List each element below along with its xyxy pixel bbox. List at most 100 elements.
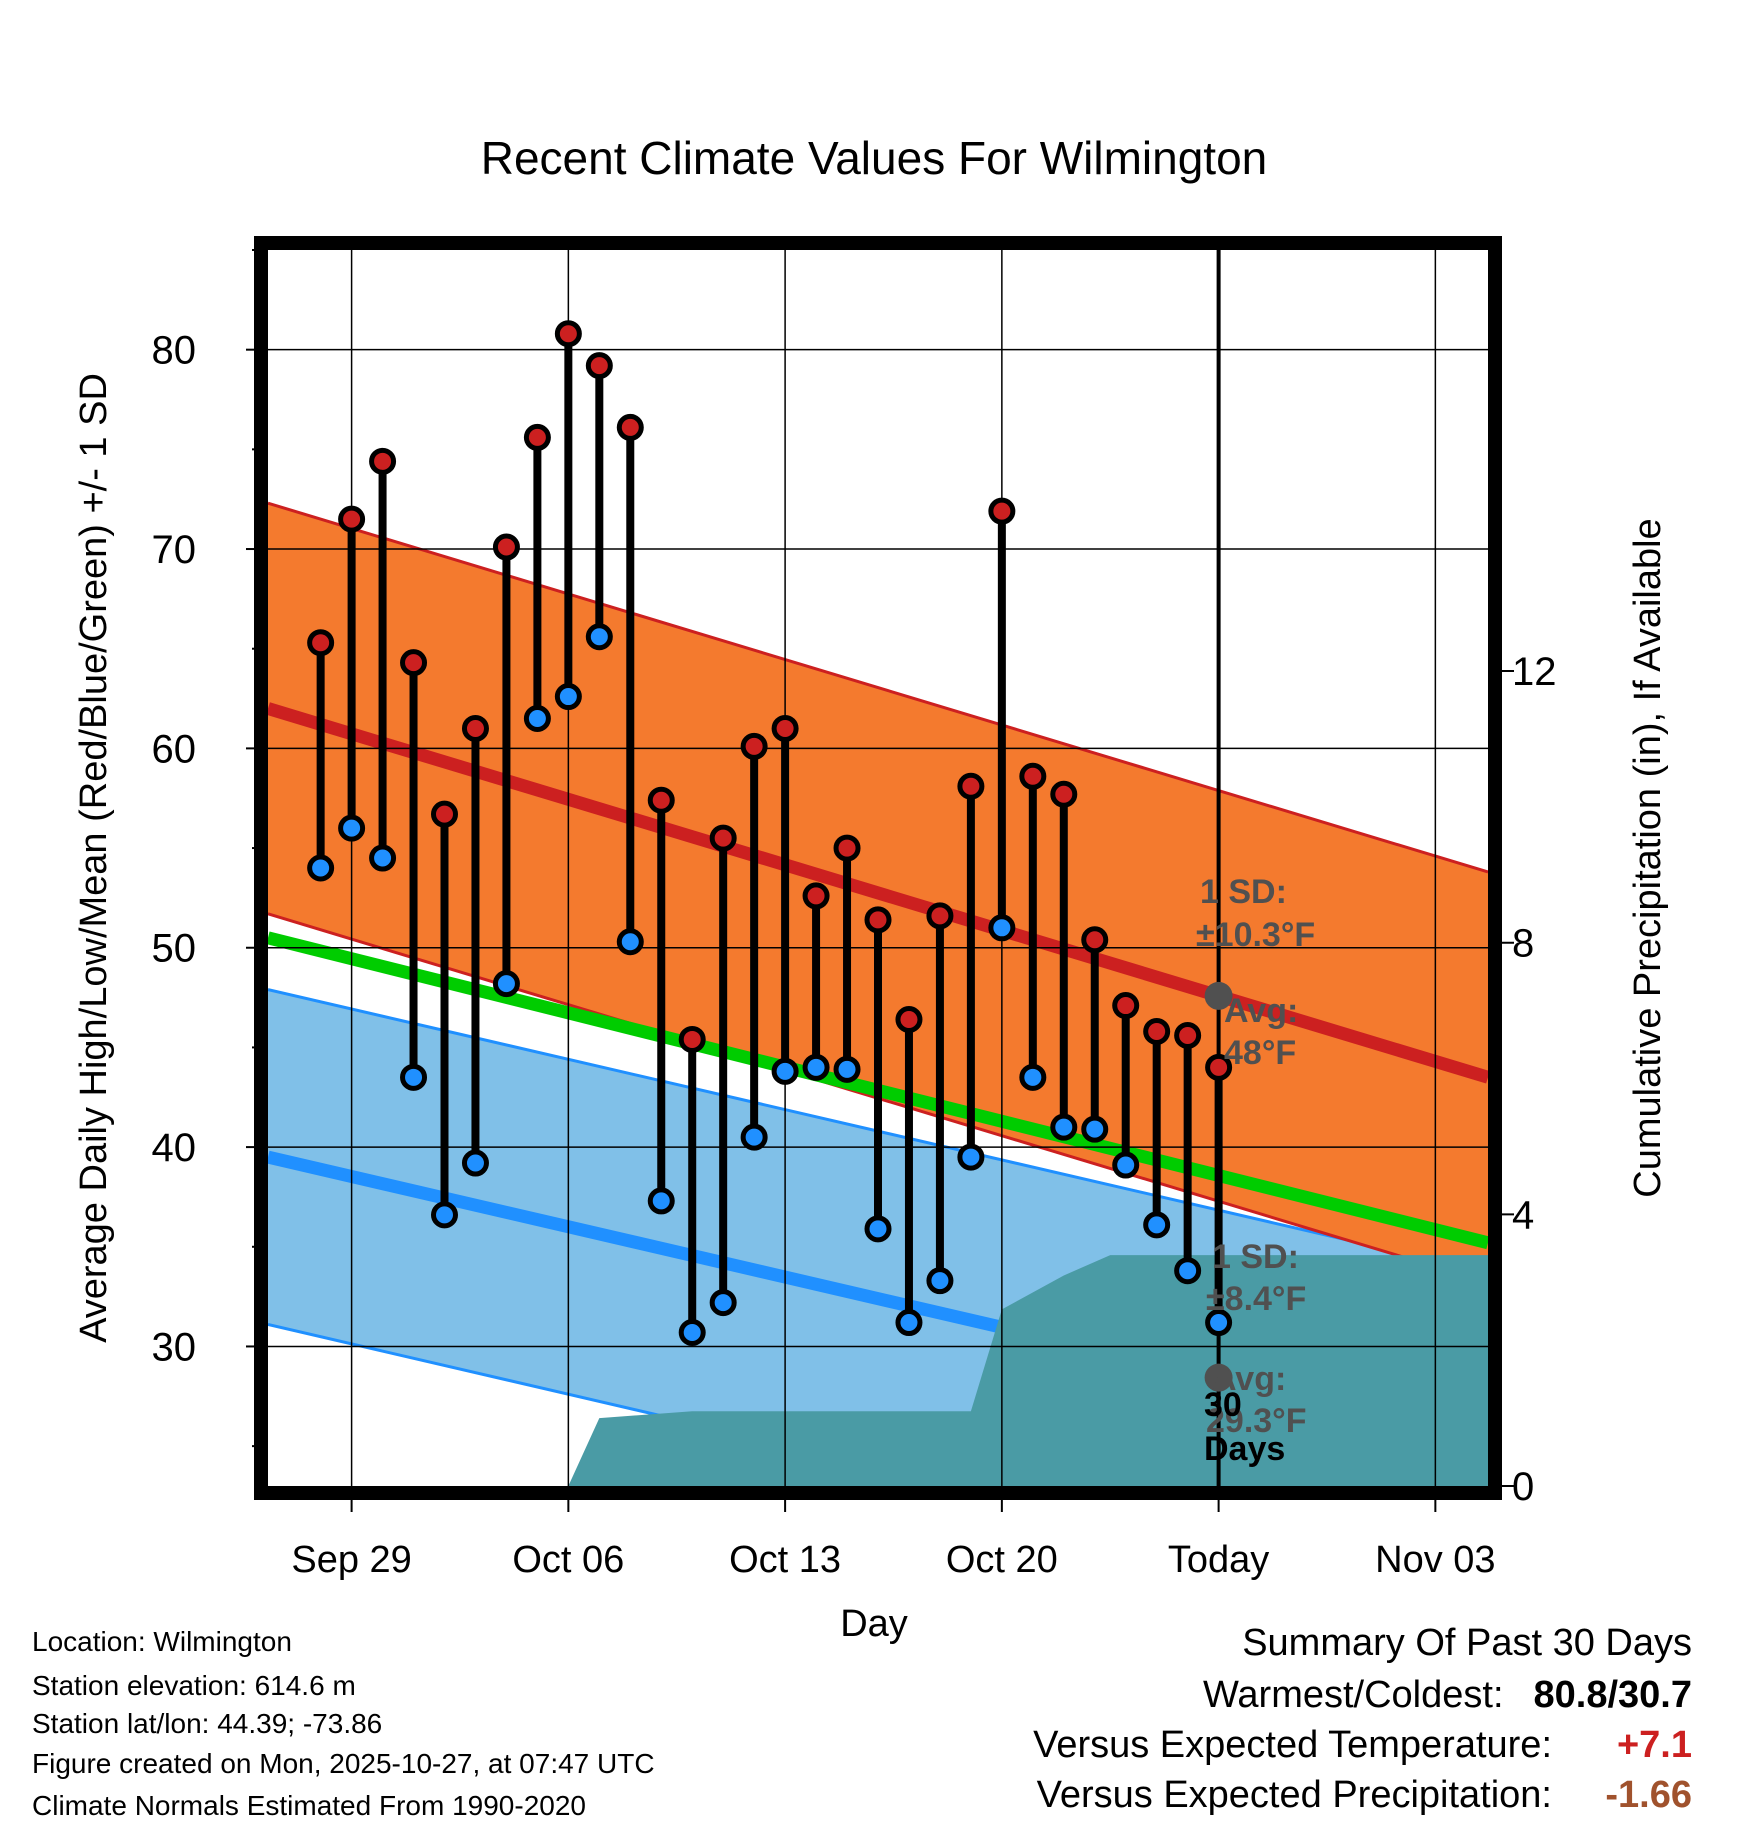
summary-precip-value: -1.66: [1605, 1774, 1692, 1816]
plot-frame: [254, 236, 1502, 1500]
daily-low-point: [461, 1149, 489, 1177]
info-latlon: Station lat/lon: 44.39; -73.86: [32, 1708, 383, 1739]
y2-tick-label: 0: [1512, 1465, 1534, 1509]
daily-high-point: [833, 834, 861, 862]
precip-days-num: 30: [1204, 1386, 1242, 1424]
x-tick-label: Oct 20: [946, 1539, 1058, 1581]
y2-tick-label: 12: [1512, 650, 1557, 694]
info-created: Figure created on Mon, 2025-10-27, at 07…: [32, 1748, 655, 1779]
daily-high-point: [926, 902, 954, 930]
high-avg-label: Avg:: [1224, 992, 1298, 1030]
daily-high-point: [554, 320, 582, 348]
precip-area: [568, 1255, 1488, 1486]
high-sd-band-upper-edge: [268, 501, 1488, 874]
y-tick-label: 60: [152, 727, 197, 771]
high-sd-value: ±10.3°F: [1196, 916, 1315, 954]
chart-title: Recent Climate Values For Wilmington: [481, 132, 1268, 184]
daily-high-point: [585, 352, 613, 380]
daily-low-point: [585, 623, 613, 651]
daily-low-point: [771, 1057, 799, 1085]
low-sd-value: ±8.4°F: [1206, 1280, 1306, 1318]
daily-high-point: [864, 906, 892, 934]
x-tick-label: Nov 03: [1375, 1539, 1495, 1581]
daily-low-point: [709, 1289, 737, 1317]
daily-low-point: [1143, 1211, 1171, 1239]
y-tick-label: 70: [152, 528, 197, 572]
data-marks: [307, 320, 1233, 1392]
x-tick-label: Oct 13: [729, 1539, 841, 1581]
info-elevation: Station elevation: 614.6 m: [32, 1670, 356, 1701]
daily-low-point: [957, 1143, 985, 1171]
daily-low-point: [1205, 1309, 1233, 1337]
summary-temp-label: Versus Expected Temperature:: [1033, 1724, 1552, 1766]
y-axis-label: Average Daily High/Low/Mean (Red/Blue/Gr…: [73, 373, 115, 1343]
x-tick-label: Today: [1168, 1539, 1269, 1581]
daily-high-point: [1081, 926, 1109, 954]
daily-low-point: [864, 1215, 892, 1243]
info-normals: Climate Normals Estimated From 1990-2020: [32, 1790, 586, 1821]
y2-tick-label: 4: [1512, 1193, 1534, 1237]
daily-high-point: [740, 732, 768, 760]
low-avg-value: 29.3°F: [1206, 1402, 1307, 1440]
summary-temp-row: Versus Expected Temperature: +7.1: [1033, 1726, 1692, 1764]
daily-high-point: [988, 497, 1016, 525]
x-axis-label: Day: [840, 1603, 908, 1645]
high-avg-value: 48°F: [1224, 1034, 1296, 1072]
daily-high-point: [430, 800, 458, 828]
daily-high-point: [369, 447, 397, 475]
daily-low-point: [1019, 1063, 1047, 1091]
daily-low-point: [616, 928, 644, 956]
daily-high-point: [1112, 992, 1140, 1020]
summary-precip-label: Versus Expected Precipitation:: [1036, 1774, 1552, 1816]
daily-low-point: [554, 683, 582, 711]
daily-low-point: [1174, 1257, 1202, 1285]
daily-high-point: [492, 533, 520, 561]
info-location: Location: Wilmington: [32, 1626, 292, 1657]
daily-low-point: [338, 814, 366, 842]
y2-tick-label: 8: [1512, 922, 1534, 966]
y-tick-label: 50: [152, 927, 197, 971]
daily-high-point: [307, 629, 335, 657]
daily-low-point: [430, 1201, 458, 1229]
precip-days-word: Days: [1204, 1430, 1285, 1468]
daily-low-point: [647, 1187, 675, 1215]
daily-high-point: [616, 413, 644, 441]
daily-low-point: [523, 704, 551, 732]
daily-low-point: [926, 1267, 954, 1295]
low-sd-label: 1 SD:: [1212, 1238, 1299, 1276]
daily-high-point: [1174, 1021, 1202, 1049]
daily-low-point: [492, 970, 520, 998]
today-avg-low-marker: [1204, 1363, 1233, 1392]
daily-low-point: [1112, 1151, 1140, 1179]
daily-low-point: [988, 914, 1016, 942]
today-avg-high-marker: [1204, 981, 1233, 1010]
daily-low-point: [369, 844, 397, 872]
daily-high-point: [678, 1025, 706, 1053]
low-avg-label: Avg:: [1212, 1360, 1286, 1398]
daily-high-point: [802, 882, 830, 910]
daily-high-point: [1205, 1053, 1233, 1081]
daily-high-point: [1143, 1017, 1171, 1045]
y-tick-label: 40: [152, 1126, 197, 1170]
daily-high-point: [709, 824, 737, 852]
y-tick-label: 30: [152, 1325, 197, 1369]
daily-high-point: [1019, 762, 1047, 790]
daily-high-point: [523, 423, 551, 451]
summary-warmest-row: Warmest/Coldest: 80.8/30.7: [1203, 1676, 1692, 1714]
daily-high-point: [647, 786, 675, 814]
y-tick-label: 80: [152, 329, 197, 373]
high-sd-label: 1 SD:: [1200, 873, 1287, 911]
x-tick-label: Sep 29: [291, 1539, 411, 1581]
daily-high-point: [461, 714, 489, 742]
y2-axis-label: Cumulative Precipitation (in), If Availa…: [1627, 518, 1669, 1197]
normal-high-line: [268, 702, 1488, 1084]
daily-low-point: [400, 1063, 428, 1091]
daily-low-point: [307, 854, 335, 882]
daily-high-point: [400, 649, 428, 677]
annotations: 1 SD: ±10.3°F Avg: 48°F 1 SD: ±8.4°F Avg…: [1196, 873, 1315, 1468]
summary-temp-value: +7.1: [1616, 1724, 1692, 1766]
daily-low-point: [833, 1055, 861, 1083]
daily-low-point: [802, 1053, 830, 1081]
summary-title: Summary Of Past 30 Days: [1242, 1622, 1692, 1664]
